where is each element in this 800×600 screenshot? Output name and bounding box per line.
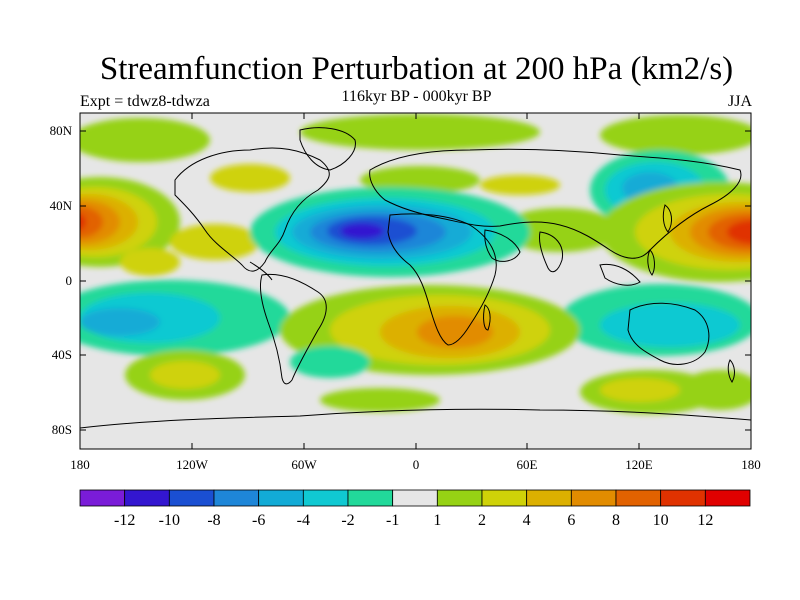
colorbar-label: 4 [523,512,531,529]
colorbar-label: 6 [567,512,575,529]
colorbar-swatch [168,489,215,507]
colorbar-label: -6 [252,512,265,529]
lon-tick-labels: 180 120W 60W 0 60E 120E 180 [70,457,761,472]
colorbar-swatch [570,489,617,507]
colorbar-label: 10 [653,512,669,529]
colorbar-swatch [124,489,170,507]
colorbar-label: -1 [386,512,399,529]
colorbar-swatch [79,489,126,507]
lon-tick-label: 180 [741,457,761,472]
colorbar-label: -2 [341,512,354,529]
coastlines [80,127,751,429]
season-label: JJA [727,93,752,110]
colorbar-label: -4 [297,512,310,529]
colorbar-label: -12 [114,512,135,529]
colorbar-label: 2 [478,512,486,529]
lat-tick-label: 80N [50,123,73,138]
colorbar-label: 8 [612,512,620,529]
colorbar: -12 -10 -8 -6 -4 -2 -1 1 2 4 6 8 10 12 [79,489,751,529]
colorbar-swatch [526,489,572,507]
colorbar-label: 1 [433,512,441,529]
lon-tick-label: 180 [70,457,90,472]
colorbar-swatch [258,489,304,507]
colorbar-swatch [392,489,438,507]
colorbar-swatch [302,489,349,507]
contour-fields [80,114,751,414]
lat-tick-labels: 80N 40N 0 40S 80S [50,123,73,437]
lat-tick-label: 40N [50,198,73,213]
colorbar-swatch [213,489,260,507]
lat-tick-label: 80S [52,422,72,437]
lon-tick-label: 0 [413,457,420,472]
colorbar-swatch [615,489,662,507]
lat-tick-label: 40S [52,347,72,362]
colorbar-label: -10 [159,512,180,529]
chart-title: Streamfunction Perturbation at 200 hPa (… [99,51,734,87]
lon-tick-label: 60E [517,457,538,472]
colorbar-swatch [481,489,528,507]
lat-tick-label: 0 [66,273,73,288]
map-plot-area [80,113,751,449]
chart-subtitle: 116kyr BP - 000kyr BP [341,88,492,105]
lon-tick-label: 60W [291,457,317,472]
lat-axis [80,130,751,431]
lon-axis [79,113,752,449]
colorbar-swatch [704,489,751,507]
colorbar-swatch [347,489,394,507]
lon-tick-label: 120W [176,457,209,472]
experiment-label: Expt = tdwz8-tdwza [80,93,210,110]
colorbar-label: 12 [697,512,713,529]
colorbar-swatch [660,489,706,507]
lon-tick-label: 120E [625,457,653,472]
colorbar-label: -8 [207,512,220,529]
colorbar-swatch [436,489,483,507]
